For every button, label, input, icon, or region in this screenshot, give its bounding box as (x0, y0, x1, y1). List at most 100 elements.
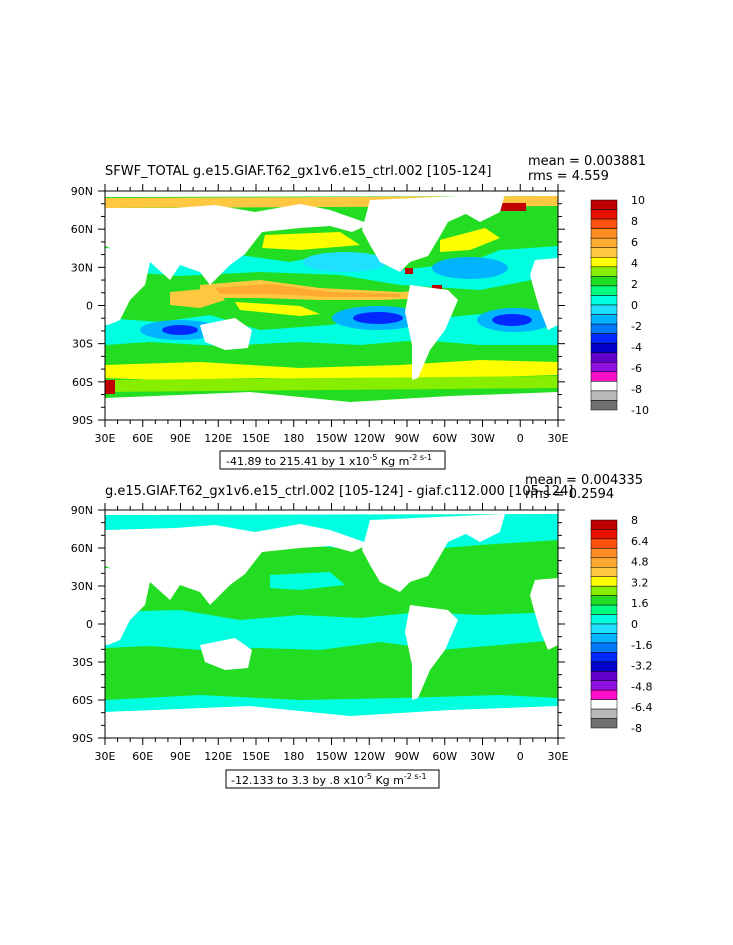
panel-1-land-greenland (460, 194, 505, 222)
colorbar-label: -8 (631, 722, 642, 735)
panel-1-range-box: -41.89 to 215.41 by 1 x10-5 Kg m-2 s-1 (219, 450, 446, 470)
panel-1-range-units-exp: -2 s-1 (409, 453, 432, 462)
x-tick-label: 30E (548, 750, 569, 763)
panel-2-range-text: -12.133 to 3.3 by .8 x10 (231, 774, 364, 787)
panel-2-rms: rms = 0.2594 (525, 487, 614, 502)
panel-1-land-eurasia (105, 204, 370, 285)
colorbar-swatch (590, 595, 618, 606)
panel-2-range-box: -12.133 to 3.3 by .8 x10-5 Kg m-2 s-1 (225, 769, 440, 789)
panel-1-land (105, 191, 558, 420)
panel-1-itcz-core (215, 284, 400, 297)
colorbar-swatch (590, 633, 618, 644)
x-tick-label: 90E (170, 432, 191, 445)
colorbar-label: 6 (631, 236, 638, 249)
panel-1: SFWF_TOTAL g.e15.GIAF.T62_gx1v6.e15_ctrl… (71, 154, 649, 470)
panel-2-land-namerica (362, 516, 470, 592)
colorbar-swatch (590, 400, 618, 411)
colorbar-label: 8 (631, 514, 638, 527)
colorbar-swatch (590, 237, 618, 248)
panel-2-map (105, 510, 558, 738)
x-tick-label: 150E (242, 432, 270, 445)
x-tick-label: 150W (316, 750, 348, 763)
x-tick-label: 60E (132, 432, 153, 445)
colorbar-swatch (590, 604, 618, 615)
colorbar-label: 0 (631, 299, 638, 312)
y-tick-label: 90N (71, 185, 93, 198)
panel-2-land-arctic-top (105, 510, 558, 515)
panel-2-range-units: Kg m (372, 774, 404, 787)
colorbar-swatch (590, 247, 618, 258)
colorbar-label: 0 (631, 618, 638, 631)
colorbar-label: 10 (631, 194, 645, 207)
panel-1-blue-natl (432, 257, 508, 279)
panel-1-hot-4 (105, 380, 115, 394)
colorbar-label: -1.6 (631, 639, 652, 652)
colorbar-label: -8 (631, 383, 642, 396)
y-tick-label: 60N (71, 223, 93, 236)
x-tick-label: 120W (353, 432, 385, 445)
colorbar-swatch (590, 266, 618, 277)
colorbar-swatch (590, 548, 618, 559)
colorbar-label: -4.8 (631, 680, 652, 693)
panel-2-mean: mean = 0.004335 (525, 473, 643, 488)
x-tick-label: 60E (132, 750, 153, 763)
panel-2-cyan-npac-patch (270, 572, 345, 590)
x-tick-label: 150W (316, 432, 348, 445)
colorbar-swatch (590, 567, 618, 577)
colorbar-swatch (590, 209, 618, 220)
x-tick-label: 30E (95, 432, 116, 445)
panel-1-land-australia (200, 318, 252, 350)
x-tick-label: 60W (432, 750, 457, 763)
panel-2-land-africa (105, 568, 150, 645)
panel-1-so-band (105, 360, 558, 380)
colorbar-swatch (590, 381, 618, 392)
y-tick-label: 30N (71, 580, 93, 593)
panel-1-rms: rms = 4.559 (528, 169, 609, 184)
panel-2-axes: 30E 60E 90E 120E 150E 180 150W 120W 90W 60W 30W 0 30… (71, 503, 569, 763)
colorbar-swatch (590, 342, 618, 353)
panel-2-land-antarctica (105, 706, 558, 738)
colorbar-swatch (590, 718, 618, 729)
y-tick-label: 30N (71, 261, 93, 274)
colorbar-label: 2 (631, 278, 638, 291)
colorbar-swatch (590, 585, 618, 596)
colorbar-swatch (590, 314, 618, 325)
colorbar-label: 3.2 (631, 576, 649, 589)
panel-1-colorbar: 10 8 6 4 2 0 -2 -4 -6 -8 -10 (590, 194, 649, 417)
panel-1-title: SFWF_TOTAL g.e15.GIAF.T62_gx1v6.e15_ctrl… (105, 164, 491, 179)
y-tick-label: 90S (72, 732, 93, 745)
colorbar-swatch (590, 661, 618, 672)
colorbar-swatch (590, 652, 618, 663)
panel-1-land-africa-east (530, 258, 558, 330)
panel-1-mean: mean = 0.003881 (528, 154, 646, 169)
colorbar-label: 1.6 (631, 597, 649, 610)
colorbar-swatch (590, 285, 618, 296)
panel-1-hot-1 (498, 203, 526, 211)
colorbar-label: -6.4 (631, 701, 652, 714)
panel-2-colorbar: 8 6.4 4.8 3.2 1.6 0 -1.6 -3.2 -4.8 -6.4 -8 (590, 514, 652, 735)
panel-2-range-label: -12.133 to 3.3 by .8 x10-5 Kg m-2 s-1 (231, 772, 427, 787)
panel-1-land-arctic-top (105, 191, 558, 197)
colorbar-swatch (590, 333, 618, 344)
colorbar-swatch (590, 276, 618, 287)
x-tick-label: 30W (470, 432, 495, 445)
colorbar-swatch (590, 323, 618, 334)
x-tick-label: 60W (432, 432, 457, 445)
y-tick-label: 0 (86, 300, 93, 313)
colorbar-swatch (590, 708, 618, 719)
panel-1-dark-ind (162, 325, 198, 335)
colorbar-swatch (590, 257, 618, 268)
panel-1-spcz (235, 302, 320, 316)
colorbar-label: 8 (631, 215, 638, 228)
colorbar-swatch (590, 529, 618, 540)
panel-1-npac-storm (262, 232, 360, 250)
colorbar-label: 4.8 (631, 556, 649, 569)
panel-1-range-text: -41.89 to 215.41 by 1 x10 (226, 455, 369, 468)
panel-2-land (105, 510, 558, 738)
panel-1-range-border (219, 450, 446, 470)
panel-1-so-band-green (105, 376, 558, 392)
panel-1-blue-npac (303, 252, 387, 272)
x-tick-label: 30W (470, 750, 495, 763)
panel-2-land-greenland (460, 514, 505, 542)
panel-1-range-units: Kg m (377, 455, 409, 468)
